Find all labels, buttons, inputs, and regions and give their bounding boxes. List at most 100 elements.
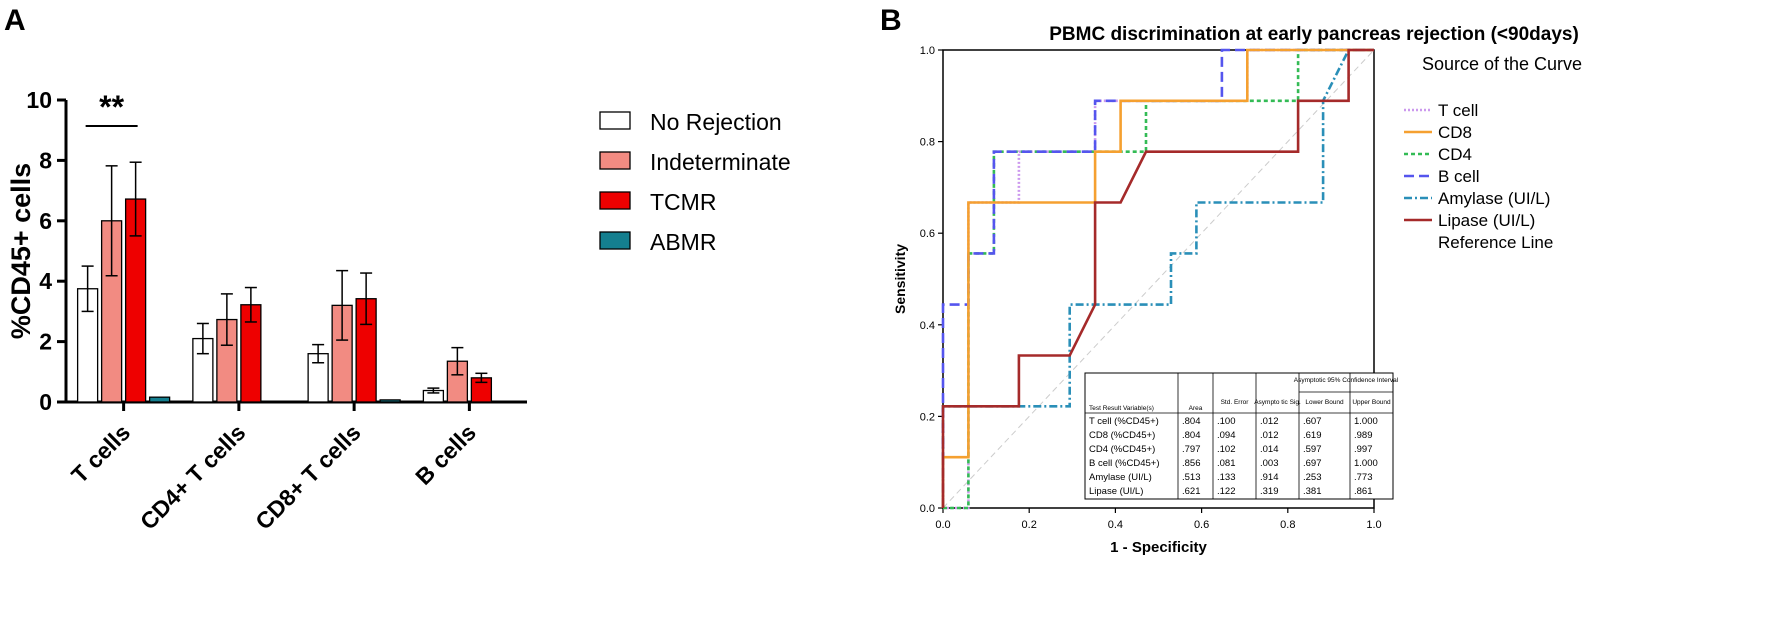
legend-label: Reference Line [1438,233,1553,252]
table-cell: 1.000 [1354,458,1378,469]
table-header-cell: Area [1189,405,1203,412]
legend-label: B cell [1438,167,1480,186]
table-cell: .012 [1260,430,1279,441]
table-cell: .607 [1303,416,1322,427]
table-cell: .122 [1217,486,1236,497]
x-axis-label: 1 - Specificity [1110,539,1207,556]
table-header-cell: Std. Error [1221,399,1250,406]
legend-label: Indeterminate [650,149,791,175]
legend-label: Lipase (UI/L) [1438,211,1535,230]
x-tick-label: CD4+ T cells [135,419,251,535]
roc-curve-reference-line [942,49,1375,509]
table-cell: .133 [1217,472,1236,483]
stats-table [1084,372,1394,500]
table-cell: .856 [1182,458,1201,469]
roc-curve-amylase-ui-l [941,48,1374,508]
table-cell: 1.000 [1354,416,1378,427]
table-row-label: B cell (%CD45+) [1089,458,1159,469]
x-tick-label: 0.2 [1022,519,1037,531]
y-tick-label: 0.0 [920,503,935,515]
table-cell: .253 [1303,472,1322,483]
y-tick-label: 0.4 [920,320,935,332]
table-cell: .997 [1354,444,1373,455]
legend-label: Amylase (UI/L) [1438,189,1550,208]
table-cell: .697 [1303,458,1322,469]
table-row-label: Amylase (UI/L) [1089,472,1152,483]
y-axis-label: %CD45+ cells [6,163,36,339]
table-row-label: CD4 (%CD45+) [1089,444,1155,455]
table-cell: .081 [1217,458,1236,469]
x-tick-label: 0.8 [1280,519,1295,531]
table-cell: .014 [1260,444,1279,455]
table-group-header: Asymptotic 95% Confidence Interval [1294,377,1399,384]
x-tick-label: 0.4 [1108,519,1123,531]
table-row-label: T cell (%CD45+) [1089,416,1159,427]
table-cell: .597 [1303,444,1322,455]
table-cell: .102 [1217,444,1236,455]
bar [264,401,286,404]
table-cell: .989 [1354,430,1373,441]
table-cell: .621 [1182,486,1201,497]
legend-label: CD8 [1438,123,1472,142]
table-cell: .319 [1260,486,1279,497]
x-tick-label: 0.0 [935,519,950,531]
legend-label: T cell [1438,101,1478,120]
y-tick-label: 10 [26,87,52,113]
y-tick-label: 0.2 [920,411,935,423]
roc-curve-b-cell [941,48,1374,508]
panel-label-a: A [4,4,26,37]
roc-curve-cd8 [941,48,1374,508]
table-cell: .513 [1182,472,1201,483]
y-tick-label: 1.0 [920,45,935,57]
y-tick-label: 0.8 [920,137,935,149]
y-axis-label: Sensitivity [892,244,908,314]
table-cell: .012 [1260,416,1279,427]
legend-label: No Rejection [650,109,782,135]
x-tick-label: CD8+ T cells [250,419,366,535]
table-cell: .619 [1303,430,1322,441]
legend-label: CD4 [1438,145,1472,164]
x-tick-label: B cells [410,419,481,490]
x-tick-label: 1.0 [1366,519,1381,531]
table-cell: .003 [1260,458,1279,469]
legend-title: Source of the Curve [1422,54,1582,74]
bar [494,401,517,404]
panel-label-b: B [880,4,902,37]
y-tick-label: 0 [39,389,52,415]
table-cell: .861 [1354,486,1373,497]
table-cell: .804 [1182,416,1201,427]
table-cell: .100 [1217,416,1236,427]
legend-swatch [599,111,631,130]
table-cell: .914 [1260,472,1279,483]
y-tick-label: 2 [39,329,52,355]
table-cell: .094 [1217,430,1236,441]
roc-chart-panel: PBMC discrimination at early pancreas re… [892,24,1582,556]
x-tick-label: T cells [66,419,135,488]
legend-label: ABMR [650,229,716,255]
chart-title: PBMC discrimination at early pancreas re… [1049,24,1579,45]
legend-swatch [599,231,631,250]
table-cell: .804 [1182,430,1201,441]
table-header-cell: Upper Bound [1352,399,1391,406]
y-tick-label: 6 [39,208,52,234]
bar [379,399,401,403]
table-header-cell: Test Result Variable(s) [1089,405,1154,412]
legend-swatch [599,151,631,170]
table-header-cell: Asympto tic Sig. [1254,399,1301,406]
table-row-label: CD8 (%CD45+) [1089,430,1155,441]
y-tick-label: 0.6 [920,228,935,240]
table-header-cell: Lower Bound [1305,399,1344,406]
y-tick-label: 4 [39,268,52,294]
roc-curve-lipase-ui-l [941,48,1374,508]
table-cell: .797 [1182,444,1201,455]
legend-swatch [599,191,631,210]
bar [148,396,171,403]
x-tick-label: 0.6 [1194,519,1209,531]
legend-label: TCMR [650,189,716,215]
significance-stars: ** [99,89,124,125]
table-cell: .381 [1303,486,1322,497]
y-tick-label: 8 [39,147,52,173]
bar-chart-panel: 0 2 4 6 8 10 %CD45+ cells T cells CD4+ T cells CD… [6,87,791,535]
table-row-label: Lipase (UI/L) [1089,486,1143,497]
